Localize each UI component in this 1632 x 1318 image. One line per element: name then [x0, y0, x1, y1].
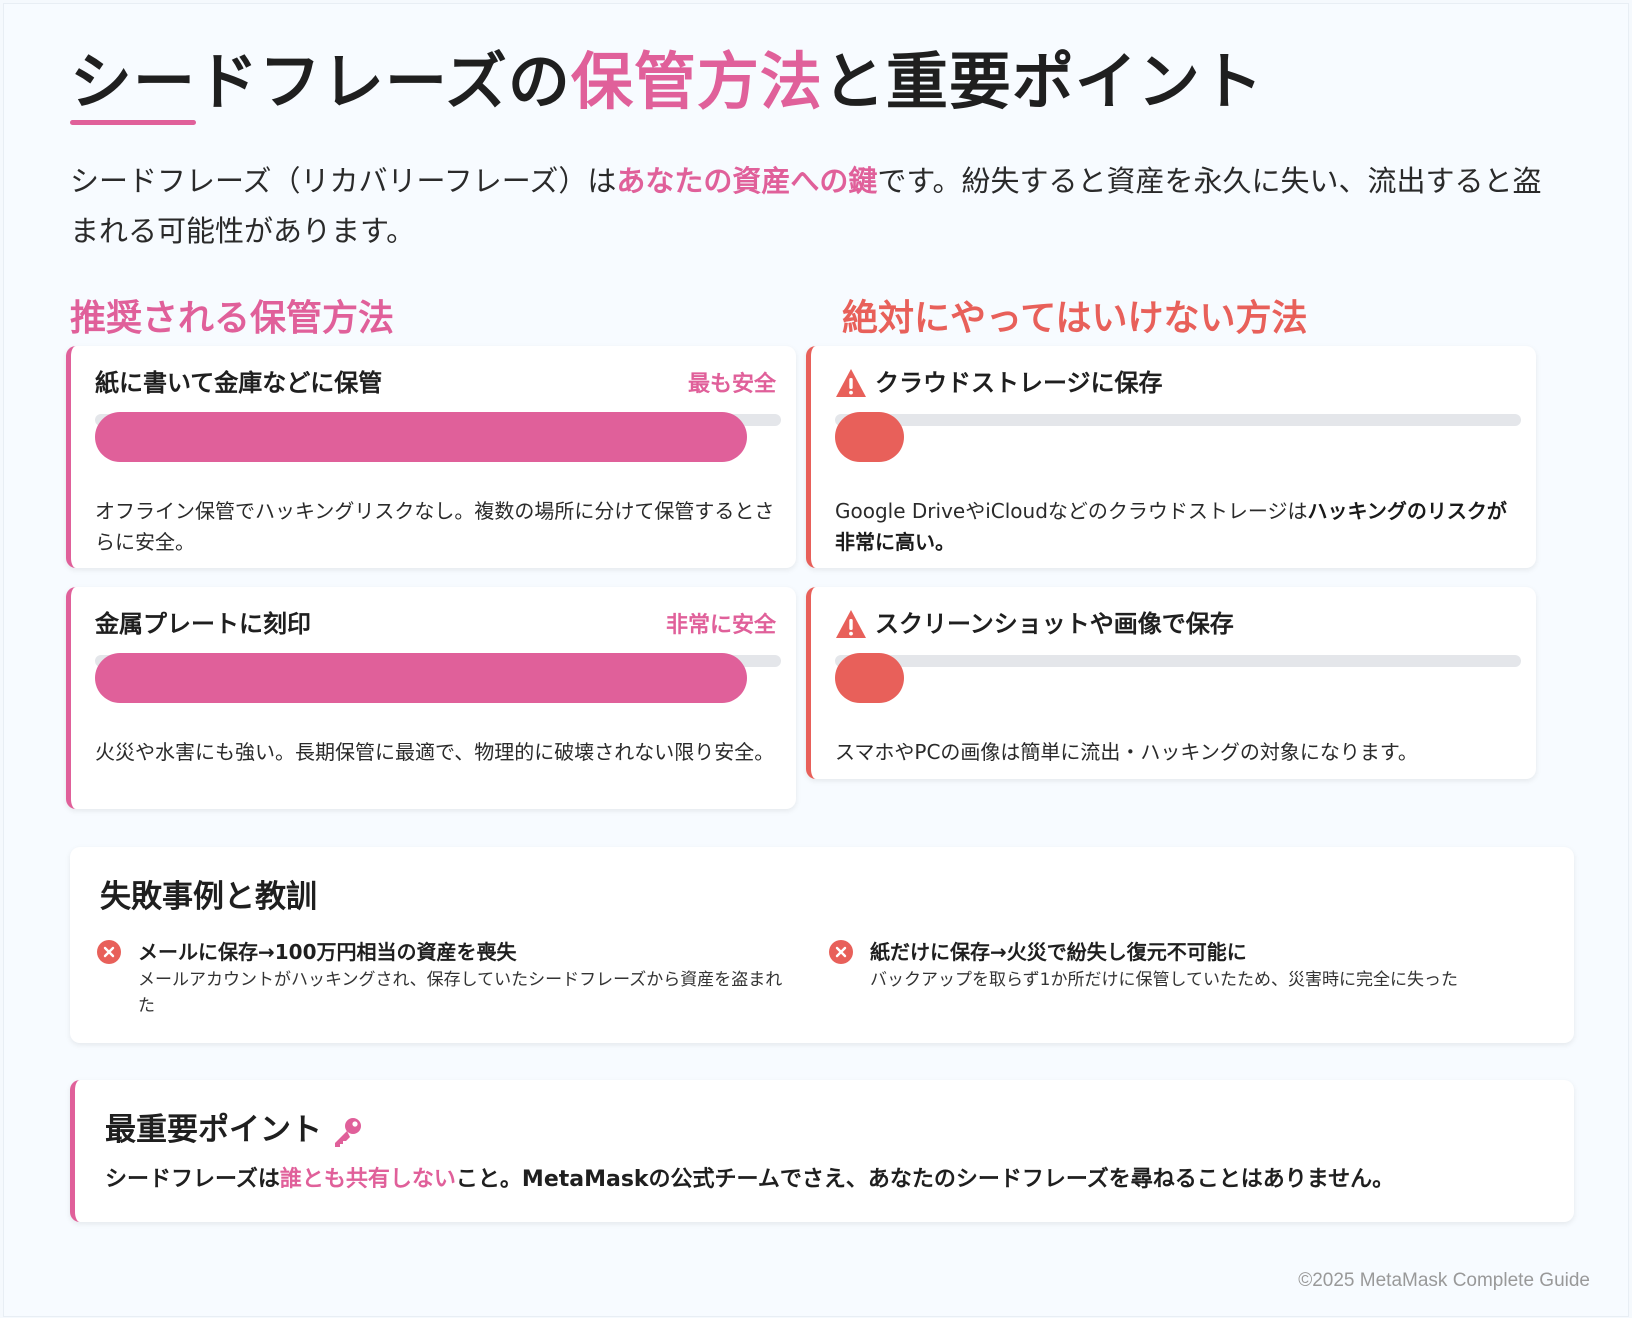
title-highlight: 保管方法 [570, 45, 823, 118]
desc-emphasis: ハッキングのリスクが非常に高い。 [835, 499, 1507, 554]
key-text-part2: こと。MetaMaskの公式チームでさえ、あなたのシードフレーズを尋ねることはあ… [455, 1167, 1395, 1192]
failure-description: メールアカウントがハッキングされ、保存していたシードフレーズから資産を盗まれた [138, 970, 783, 1016]
x-circle-icon [97, 940, 121, 964]
warning-icon [836, 369, 866, 397]
card-title: 紙に書いて金庫などに保管 [95, 369, 383, 397]
failure-headline: 紙だけに保存→火災で紛失し復元不可能に [870, 940, 1247, 964]
key-point-title: 最重要ポイント [105, 1108, 364, 1152]
forbidden-card-screenshot: スクリーンショットや画像で保存 スマホやPCの画像は簡単に流出・ハッキングの対象… [806, 587, 1536, 779]
key-point-text: シードフレーズは誰とも共有しないこと。MetaMaskの公式チームでさえ、あなた… [105, 1164, 1394, 1196]
card-description: 火災や水害にも強い。長期保管に最適で、物理的に破壊されない限り安全。 [95, 740, 775, 764]
card-title: スクリーンショットや画像で保存 [875, 610, 1234, 638]
x-circle-icon [829, 940, 853, 964]
intro-highlight: あなたの資産への鍵 [616, 164, 878, 198]
desc-text: Google DriveやiCloudなどのクラウドストレージは [835, 499, 1308, 523]
key-text-highlight: 誰とも共有しない [279, 1167, 456, 1192]
safety-badge: 非常に安全 [665, 613, 776, 638]
card-description: Google DriveやiCloudなどのクラウドストレージはハッキングのリス… [835, 496, 1515, 558]
recommended-card-paper: 紙に書いて金庫などに保管 最も安全 オフライン保管でハッキングリスクなし。複数の… [66, 346, 796, 568]
key-icon [335, 1117, 361, 1147]
key-text-part1: シードフレーズは [105, 1167, 280, 1192]
failure-cases-title: 失敗事例と教訓 [100, 879, 317, 915]
forbidden-card-cloud: クラウドストレージに保存 Google DriveやiCloudなどのクラウドス… [806, 346, 1536, 568]
intro-part2: です。紛失すると資産を永久に失い、流出すると盗まれる可能性があります。 [70, 164, 1542, 248]
safety-badge: 最も安全 [687, 372, 776, 397]
key-point-title-text: 最重要ポイント [105, 1112, 322, 1148]
card-description: スマホやPCの画像は簡単に流出・ハッキングの対象になります。 [835, 737, 1515, 768]
intro-text: シードフレーズ（リカバリーフレーズ）はあなたの資産への鍵です。紛失すると資産を永… [70, 156, 1570, 256]
page: シードフレーズの保管方法と重要ポイント シードフレーズ（リカバリーフレーズ）はあ… [3, 3, 1629, 1317]
safety-bar-track [835, 414, 1521, 426]
intro-part1: シードフレーズ（リカバリーフレーズ）は [70, 164, 617, 198]
failure-cases-panel: 失敗事例と教訓 メールに保存→100万円相当の資産を喪失 メールアカウントがハッ… [70, 847, 1574, 1043]
footer-copyright: ©2025 MetaMask Complete Guide [1298, 1270, 1590, 1291]
failure-description: バックアップを取らず1か所だけに保管していたため、災害時に完全に失った [870, 970, 1458, 990]
title-underline [70, 120, 196, 125]
recommended-card-metal: 金属プレートに刻印 非常に安全 火災や水害にも強い。長期保管に最適で、物理的に破… [66, 587, 796, 809]
warning-icon [836, 610, 866, 638]
safety-bar-fill [95, 653, 747, 703]
desc-text: スマホやPCの画像は簡単に流出・ハッキングの対象になります。 [835, 740, 1418, 764]
safety-bar-fill [95, 412, 747, 462]
failure-headline: メールに保存→100万円相当の資産を喪失 [138, 940, 517, 964]
card-title: クラウドストレージに保存 [875, 369, 1163, 397]
title-part1: シードフレーズの [70, 45, 571, 118]
page-title: シードフレーズの保管方法と重要ポイント [70, 42, 1264, 122]
card-title: 金属プレートに刻印 [95, 610, 311, 638]
safety-bar-fill [835, 412, 904, 462]
safety-bar-fill [835, 653, 904, 703]
card-description: オフライン保管でハッキングリスクなし。複数の場所に分けて保管するとさらに安全。 [95, 499, 775, 554]
safety-bar-track [835, 655, 1521, 667]
recommended-heading: 推奨される保管方法 [70, 298, 395, 339]
key-point-panel: 最重要ポイント シードフレーズは誰とも共有しないこと。MetaMaskの公式チー… [70, 1080, 1574, 1222]
title-part2: と重要ポイント [822, 45, 1264, 118]
forbidden-heading: 絶対にやってはいけない方法 [842, 298, 1308, 339]
